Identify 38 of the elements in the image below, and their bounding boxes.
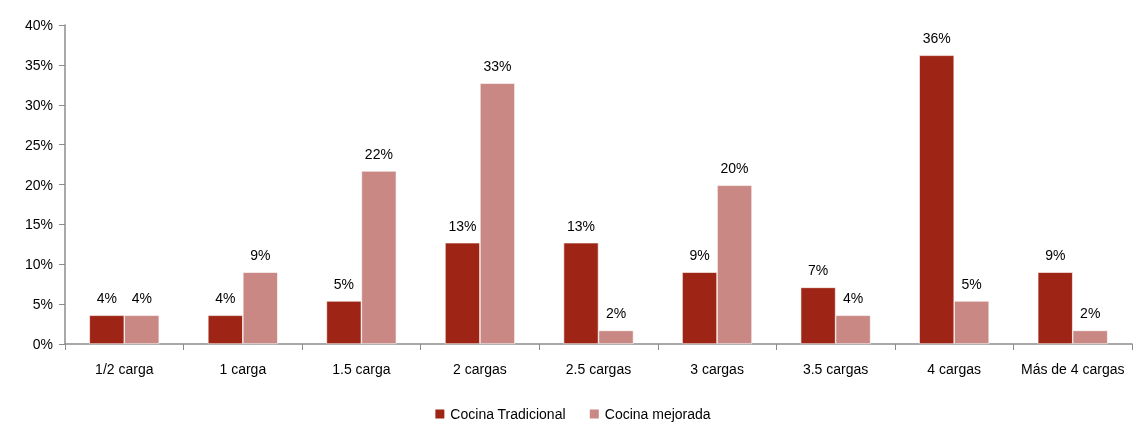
x-tick-label: 1.5 carga [332,361,391,377]
y-tick-label: 10% [24,256,53,273]
y-tick-label: 0% [32,336,53,352]
data-label: 2% [605,305,627,322]
y-tick-label: 5% [32,296,53,313]
y-tick-label: 20% [24,176,53,193]
y-tick-label: 35% [24,56,53,73]
data-label: 22% [364,145,393,162]
data-label: 4% [215,290,236,307]
x-tick-label: 2.5 cargas [565,361,632,377]
y-tick-label: 30% [24,96,53,113]
data-label: 4% [96,290,117,307]
data-label: 9% [250,247,271,264]
data-label: 4% [842,290,864,307]
data-label: 36% [922,30,951,47]
y-tick-label: 40% [24,17,53,33]
data-label: 20% [720,160,749,177]
data-label: 9% [689,247,710,264]
data-label: 13% [567,217,596,234]
legend-label: Cocina Tradicional [450,406,566,422]
data-label: 9% [1045,247,1066,264]
x-tick-label: 2 cargas [453,361,507,377]
data-label: 4% [131,290,152,307]
x-tick-label: Más de 4 cargas [1020,361,1125,377]
x-tick-label: 1 carga [219,361,267,377]
data-label: 2% [1080,305,1101,322]
x-tick-label: 1/2 carga [95,361,154,377]
data-label: 5% [333,275,355,292]
x-tick-label: 3.5 cargas [802,361,869,377]
legend-label: Cocina mejorada [604,406,711,422]
x-tick-label: 3 cargas [690,361,744,377]
data-label: 13% [448,217,477,234]
y-tick-label: 25% [24,136,53,153]
data-label: 5% [961,275,982,292]
y-tick-label: 15% [24,216,53,233]
data-label: 33% [483,58,512,75]
x-tick-label: 4 cargas [927,361,982,377]
data-label: 7% [808,262,829,279]
